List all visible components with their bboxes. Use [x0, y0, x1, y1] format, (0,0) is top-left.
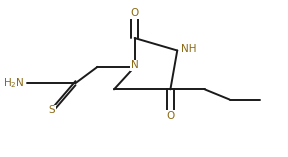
Text: H$_2$N: H$_2$N — [3, 76, 24, 90]
Text: O: O — [130, 8, 139, 18]
Text: S: S — [49, 105, 55, 115]
Text: O: O — [166, 111, 175, 121]
Text: NH: NH — [181, 44, 197, 54]
Text: N: N — [131, 60, 139, 70]
